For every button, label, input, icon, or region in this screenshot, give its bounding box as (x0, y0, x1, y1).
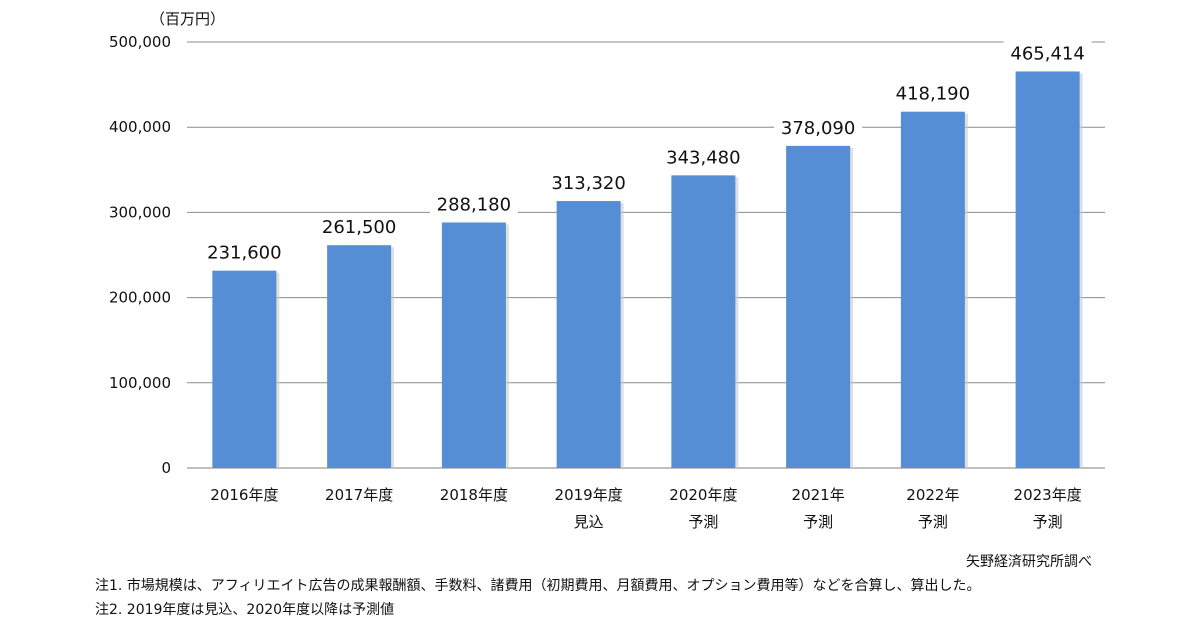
x-tick-label: 2019年度 (555, 486, 623, 504)
bar (327, 245, 392, 468)
footnote-1: 注1. 市場規模は、アフィリエイト広告の成果報酬額、手数料、諸費用（初期費用、月… (95, 578, 981, 594)
bar-chart: 0 100,000 200,000 300,000 400,000 500,000 231,… (109, 33, 1105, 531)
bar (212, 270, 277, 468)
data-label: 261,500 (322, 217, 396, 238)
data-label-background (888, 81, 977, 106)
bar (786, 145, 851, 469)
data-label-background (1003, 41, 1092, 66)
y-axis-unit-label: （百万円） (150, 10, 226, 28)
data-label: 418,190 (896, 84, 970, 105)
footnote-2: 注2. 2019年度は見込、2020年度以降は予測値 (95, 602, 395, 618)
x-tick-label: 2020年度 (669, 486, 737, 504)
data-label-background (200, 240, 289, 265)
bar (441, 222, 506, 468)
data-label-background (544, 171, 633, 196)
bar (556, 201, 621, 468)
data-label: 343,480 (666, 147, 740, 168)
data-label: 465,414 (1010, 43, 1084, 64)
bar (900, 111, 965, 468)
x-tick-label: 予測 (918, 513, 948, 531)
x-tick-label: 予測 (1033, 513, 1063, 531)
data-label-background (659, 145, 748, 170)
data-label-background (315, 215, 404, 240)
data-label-background (429, 192, 518, 217)
bar (1015, 71, 1080, 468)
x-tick-label: 2018年度 (440, 486, 508, 504)
x-tick-label: 2023年度 (1014, 486, 1082, 504)
data-label: 288,180 (437, 194, 511, 215)
data-label: 231,600 (207, 243, 281, 264)
y-tick-label: 0 (161, 459, 171, 477)
x-tick-label: 見込 (574, 513, 604, 531)
x-tick-label: 2016年度 (210, 486, 278, 504)
y-tick-label: 300,000 (109, 203, 171, 221)
y-tick-label: 500,000 (109, 33, 171, 51)
y-tick-label: 400,000 (109, 118, 171, 136)
data-label: 378,090 (781, 118, 855, 139)
x-tick-label: 2021年 (792, 486, 845, 504)
y-tick-label: 200,000 (109, 289, 171, 307)
y-tick-label: 100,000 (109, 374, 171, 392)
x-tick-label: 2017年度 (325, 486, 393, 504)
x-tick-label: 2022年 (906, 486, 959, 504)
data-label: 313,320 (551, 173, 625, 194)
data-label-background (774, 115, 863, 140)
source-credit: 矢野経済研究所調べ (966, 554, 1092, 570)
x-tick-label: 予測 (803, 513, 833, 531)
bar (671, 175, 736, 468)
x-tick-label: 予測 (688, 513, 718, 531)
